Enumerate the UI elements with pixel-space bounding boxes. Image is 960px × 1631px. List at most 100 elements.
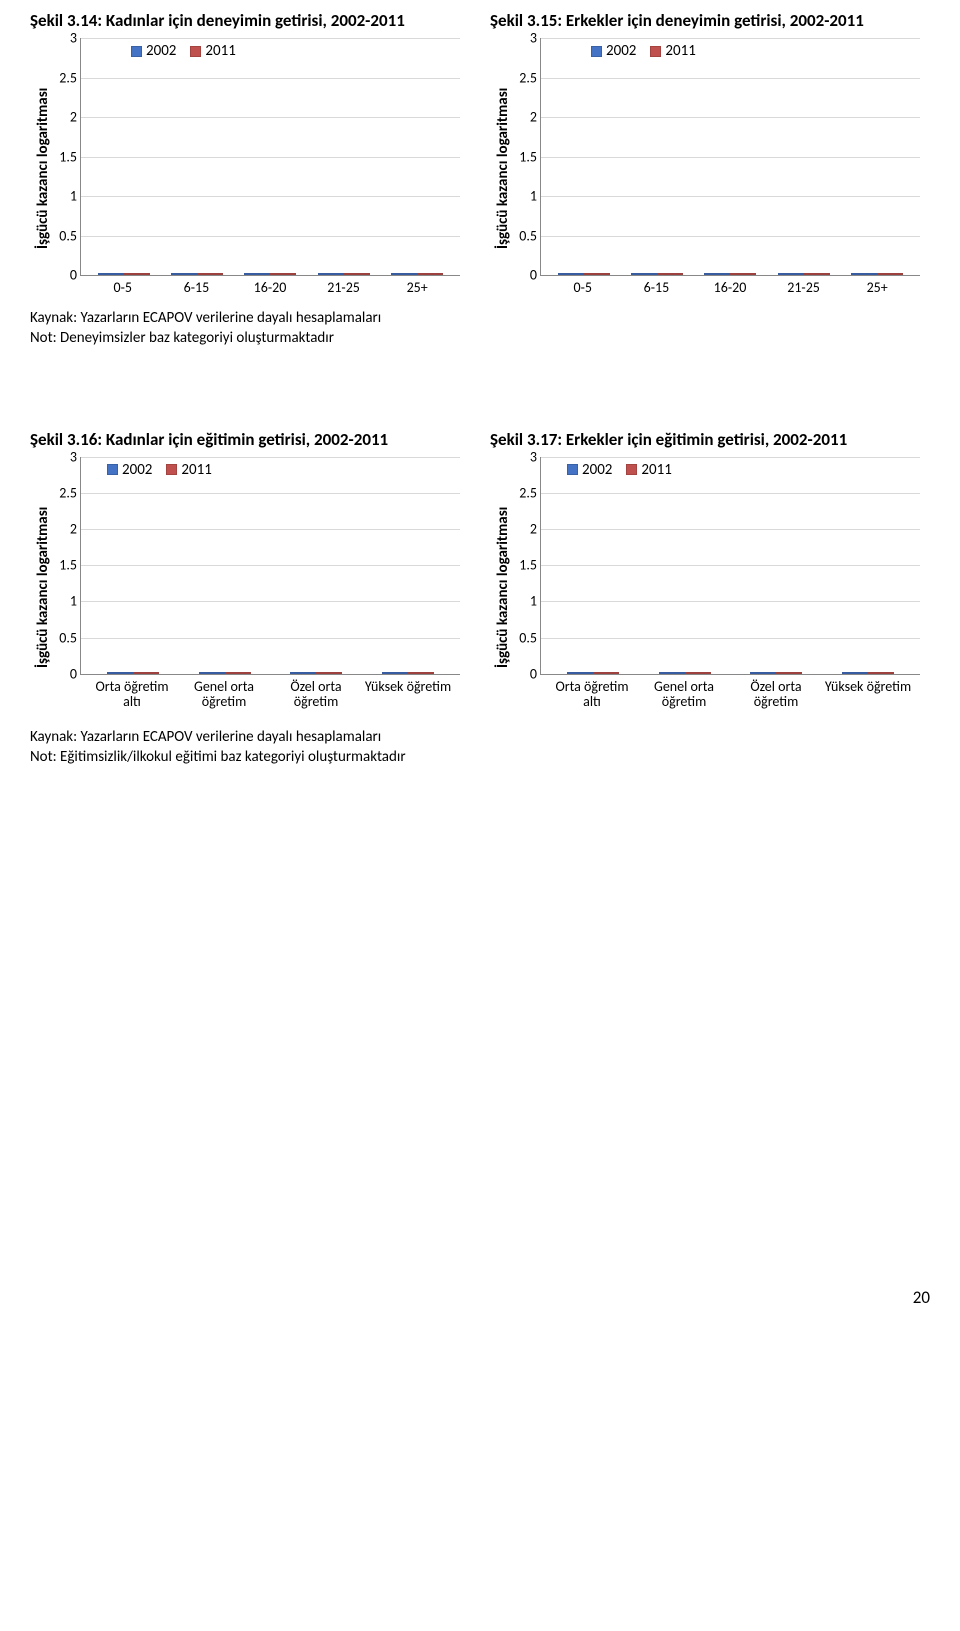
legend-label: 2011 [641, 461, 671, 479]
bar-group [290, 672, 342, 674]
y-tick: 2.5 [519, 69, 541, 86]
y-tick: 2.5 [59, 69, 81, 86]
bar [382, 672, 408, 674]
bar [851, 273, 877, 275]
bar [171, 273, 197, 275]
bar [567, 672, 593, 674]
bar [199, 672, 225, 674]
x-tick: Yüksek öğretim [822, 679, 914, 717]
x-tick: 6-15 [160, 280, 234, 298]
bar [124, 273, 150, 275]
page-number: 20 [30, 1287, 930, 1308]
chart-317-title: Şekil 3.17: Erkekler için eğitimin getir… [490, 429, 930, 451]
chart-314-title: Şekil 3.14: Kadınlar için deneyimin geti… [30, 10, 470, 32]
bar-group [107, 672, 159, 674]
bar [593, 672, 619, 674]
bar-group [199, 672, 251, 674]
bar-group [750, 672, 802, 674]
bar [391, 273, 417, 275]
bar-group [659, 672, 711, 674]
y-tick: 0 [530, 665, 541, 682]
bar-group [382, 672, 434, 674]
x-tick: 0-5 [546, 280, 620, 298]
y-tick: 1 [530, 593, 541, 610]
legend-label: 2011 [665, 42, 695, 60]
legend-label: 2002 [606, 42, 636, 60]
y-tick: 2 [530, 521, 541, 538]
legend-swatch [131, 46, 142, 57]
y-tick: 0.5 [59, 629, 81, 646]
bar [197, 273, 223, 275]
bar-group [98, 273, 150, 275]
legend-item: 2002 [567, 461, 612, 479]
bar [631, 273, 657, 275]
y-tick: 0.5 [59, 227, 81, 244]
y-tick: 2 [70, 521, 81, 538]
legend-item: 2011 [626, 461, 671, 479]
bar [558, 273, 584, 275]
x-tick: Özel orta öğretim [270, 679, 362, 717]
y-tick: 2 [70, 109, 81, 126]
bar-group [631, 273, 683, 275]
x-tick: Orta öğretim altı [86, 679, 178, 717]
bar [842, 672, 868, 674]
x-tick: 16-20 [233, 280, 307, 298]
bar [270, 273, 296, 275]
bar [750, 672, 776, 674]
y-tick: 2.5 [59, 484, 81, 501]
legend-swatch [107, 464, 118, 475]
bar-group [318, 273, 370, 275]
y-tick: 3 [530, 30, 541, 47]
y-tick: 1 [70, 593, 81, 610]
chart-315: İşgücü kazancı logaritması2002201100.511… [490, 38, 920, 298]
y-tick: 1 [70, 188, 81, 205]
x-tick: 21-25 [767, 280, 841, 298]
notes-bottom-line2: Not: Eğitimsizlik/ilkokul eğitimi baz ka… [30, 747, 930, 767]
legend: 2002 2011 [567, 461, 672, 479]
y-tick: 1.5 [59, 148, 81, 165]
bar [133, 672, 159, 674]
bar-group [558, 273, 610, 275]
bar [408, 672, 434, 674]
legend-swatch [567, 464, 578, 475]
y-tick: 3 [70, 448, 81, 465]
bar-group [704, 273, 756, 275]
notes-top-line1: Kaynak: Yazarların ECAPOV verilerine day… [30, 308, 930, 328]
bar [778, 273, 804, 275]
legend-swatch [650, 46, 661, 57]
chart-315-title: Şekil 3.15: Erkekler için deneyimin geti… [490, 10, 930, 32]
legend-item: 2002 [107, 461, 152, 479]
bar [657, 273, 683, 275]
legend-label: 2002 [146, 42, 176, 60]
y-tick: 1.5 [519, 148, 541, 165]
x-tick: 25+ [840, 280, 914, 298]
bar [244, 273, 270, 275]
y-tick: 3 [530, 448, 541, 465]
legend: 2002 2011 [107, 461, 212, 479]
chart-316: İşgücü kazancı logaritması2002201100.511… [30, 457, 460, 717]
x-tick: 25+ [380, 280, 454, 298]
bar [316, 672, 342, 674]
chart-317: İşgücü kazancı logaritması2002201100.511… [490, 457, 920, 717]
x-tick: Orta öğretim altı [546, 679, 638, 717]
bar-group [842, 672, 894, 674]
notes-bottom-line1: Kaynak: Yazarların ECAPOV verilerine day… [30, 727, 930, 747]
bar [290, 672, 316, 674]
x-tick: 0-5 [86, 280, 160, 298]
legend-swatch [166, 464, 177, 475]
y-axis-label: İşgücü kazancı logaritması [490, 38, 516, 298]
y-tick: 2 [530, 109, 541, 126]
y-tick: 3 [70, 30, 81, 47]
legend-item: 2011 [650, 42, 695, 60]
x-tick: Yüksek öğretim [362, 679, 454, 717]
legend-swatch [591, 46, 602, 57]
bar [804, 273, 830, 275]
legend-item: 2002 [591, 42, 636, 60]
legend-item: 2011 [166, 461, 211, 479]
y-tick: 2.5 [519, 484, 541, 501]
x-tick: Özel orta öğretim [730, 679, 822, 717]
bar [107, 672, 133, 674]
y-tick: 0 [530, 267, 541, 284]
bar [98, 273, 124, 275]
y-tick: 0.5 [519, 629, 541, 646]
